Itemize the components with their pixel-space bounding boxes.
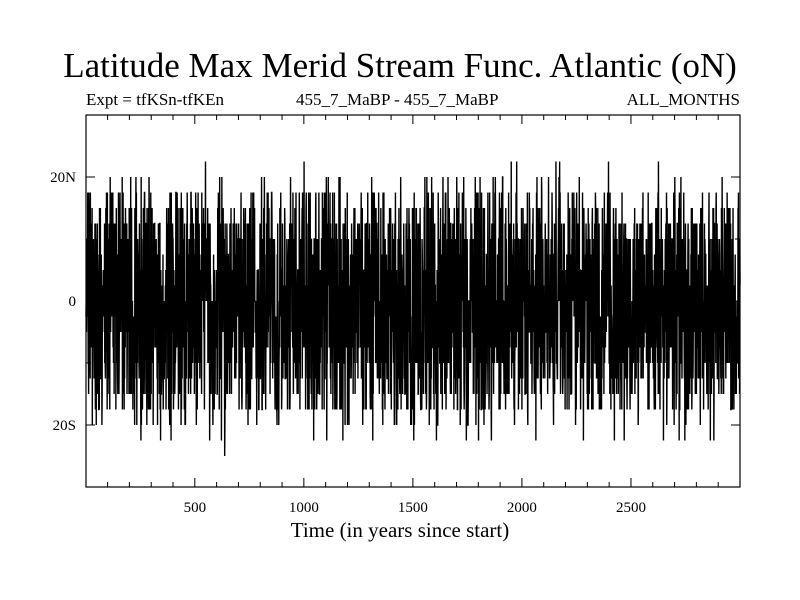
y-tick-label: 20N (50, 170, 76, 186)
period-label: 455_7_MaBP - 455_7_MaBP (296, 90, 499, 109)
x-tick-label: 2000 (507, 500, 537, 516)
series-line (85, 161, 741, 457)
x-tick-label: 1500 (398, 500, 428, 516)
months-label: ALL_MONTHS (626, 90, 740, 109)
ticks-layer (86, 114, 740, 488)
chart-title: Latitude Max Merid Stream Func. Atlantic… (63, 46, 737, 85)
y-tick-label: 20S (53, 418, 76, 434)
x-tick-label: 1000 (289, 500, 319, 516)
x-tick-label: 2500 (616, 500, 646, 516)
series-layer (85, 161, 741, 457)
experiment-label: Expt = tfKSn-tfKEn (86, 90, 225, 109)
tick-labels-layer: 20N 0 20S 500 1000 1500 2000 2500 (50, 170, 646, 516)
x-axis-label: Time (in years since start) (290, 518, 510, 542)
y-tick-label: 0 (69, 294, 77, 310)
plot-frame (85, 114, 741, 488)
x-tick-label: 500 (184, 500, 207, 516)
